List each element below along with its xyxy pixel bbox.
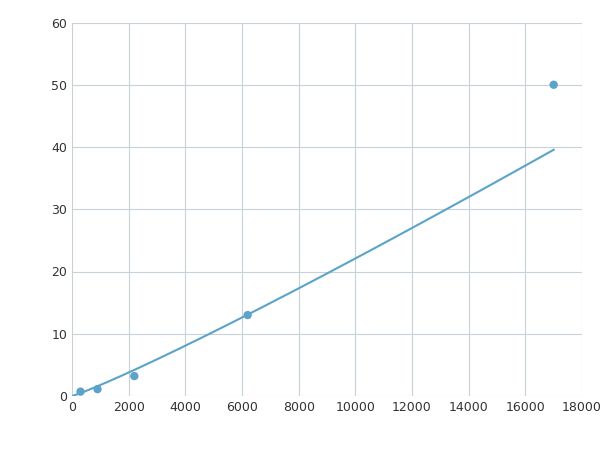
Point [243, 311, 253, 319]
Point [130, 373, 139, 380]
Point [549, 81, 559, 88]
Point [92, 386, 102, 393]
Point [76, 388, 85, 395]
